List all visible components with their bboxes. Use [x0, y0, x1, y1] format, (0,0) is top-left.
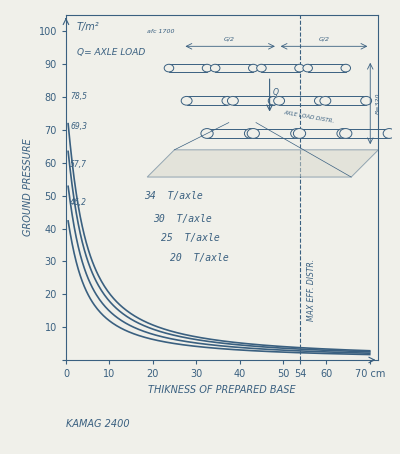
Text: 30  T/axle: 30 T/axle	[153, 214, 212, 224]
Ellipse shape	[274, 96, 284, 105]
Y-axis label: GROUND PRESSURE: GROUND PRESSURE	[23, 138, 33, 237]
Text: AXLE LOAD DISTR.: AXLE LOAD DISTR.	[283, 110, 335, 123]
Ellipse shape	[320, 96, 331, 105]
Ellipse shape	[201, 128, 213, 138]
Ellipse shape	[341, 64, 350, 72]
Ellipse shape	[210, 64, 220, 72]
Ellipse shape	[295, 64, 304, 72]
Ellipse shape	[303, 64, 312, 72]
Polygon shape	[147, 150, 378, 177]
Text: MAX EFF. DISTR.: MAX EFF. DISTR.	[307, 258, 316, 321]
Ellipse shape	[340, 128, 352, 138]
Ellipse shape	[383, 128, 396, 138]
Ellipse shape	[291, 128, 303, 138]
Text: 69,3: 69,3	[70, 122, 87, 131]
Ellipse shape	[314, 96, 325, 105]
Text: 34  T/axle: 34 T/axle	[144, 191, 203, 201]
Ellipse shape	[248, 64, 258, 72]
Text: Q: Q	[272, 89, 278, 97]
Ellipse shape	[257, 64, 266, 72]
Ellipse shape	[294, 128, 306, 138]
Text: 25  T/axle: 25 T/axle	[162, 233, 220, 243]
Ellipse shape	[222, 96, 233, 105]
Text: 57,7: 57,7	[70, 160, 87, 169]
Text: 20  T/axle: 20 T/axle	[170, 253, 229, 263]
Text: 78,5: 78,5	[70, 92, 87, 101]
Ellipse shape	[268, 96, 279, 105]
Text: T/m²: T/m²	[77, 22, 100, 32]
Ellipse shape	[337, 128, 349, 138]
Text: Q= AXLE LOAD: Q= AXLE LOAD	[77, 48, 145, 57]
Text: G/2: G/2	[223, 37, 234, 42]
Text: 46,2: 46,2	[70, 198, 87, 207]
Ellipse shape	[202, 64, 212, 72]
Text: B=320: B=320	[376, 93, 381, 114]
Text: afc 1700: afc 1700	[147, 29, 175, 34]
Text: G/2: G/2	[318, 37, 330, 42]
Ellipse shape	[164, 64, 174, 72]
Ellipse shape	[361, 96, 372, 105]
Ellipse shape	[247, 128, 260, 138]
Text: KAMAG 2400: KAMAG 2400	[66, 419, 130, 429]
Ellipse shape	[244, 128, 257, 138]
Ellipse shape	[181, 96, 192, 105]
X-axis label: THIKNESS OF PREPARED BASE: THIKNESS OF PREPARED BASE	[148, 385, 296, 395]
Ellipse shape	[228, 96, 238, 105]
